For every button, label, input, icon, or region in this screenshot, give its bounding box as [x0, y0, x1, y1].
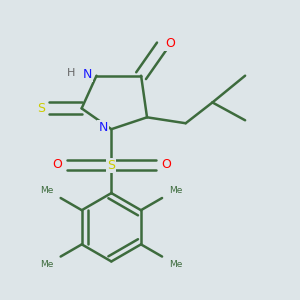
Text: N: N [82, 68, 92, 81]
Text: Me: Me [40, 186, 54, 195]
Text: S: S [107, 159, 116, 172]
Text: Me: Me [169, 260, 182, 269]
Text: Me: Me [40, 260, 54, 269]
Text: N: N [98, 121, 108, 134]
Text: O: O [161, 158, 171, 171]
Text: S: S [38, 102, 46, 115]
Text: O: O [52, 158, 62, 171]
Text: H: H [67, 68, 75, 78]
Text: Me: Me [169, 186, 182, 195]
Text: O: O [165, 37, 175, 50]
